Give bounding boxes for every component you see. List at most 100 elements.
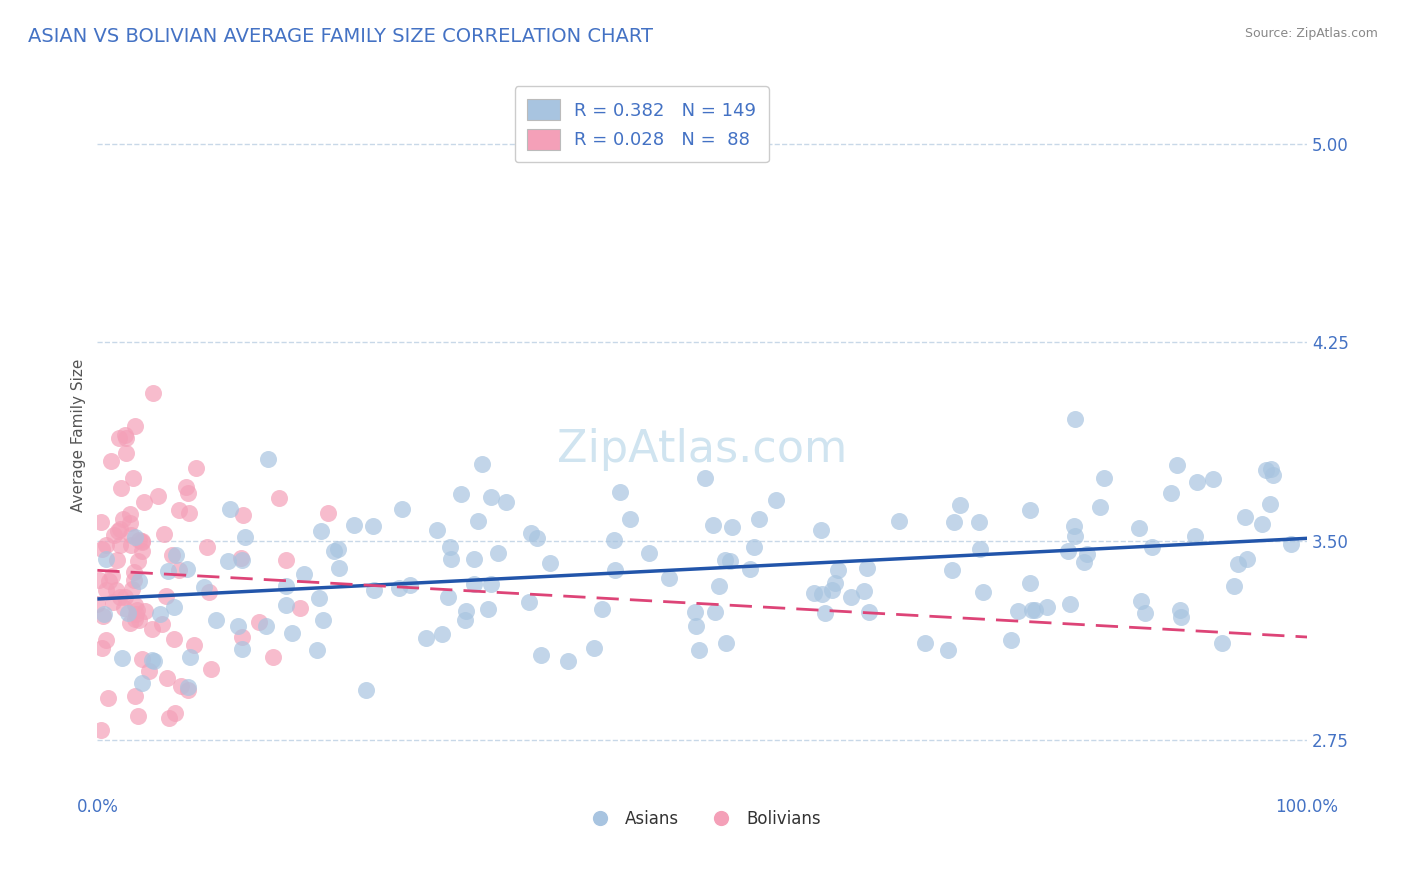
Point [197,540,219,554]
Point [430,627,453,641]
Point [131,543,153,558]
Point [972,585,994,599]
Point [281,626,304,640]
Point [688,643,710,657]
Point [163,632,186,646]
Point [98,574,121,588]
Point [125,607,148,622]
Point [167,502,190,516]
Point [150,616,173,631]
Point [1184,528,1206,542]
Point [810,523,832,537]
Point [1234,509,1257,524]
Point [1056,544,1078,558]
Point [131,652,153,666]
Point [247,615,270,629]
Point [1140,540,1163,554]
Point [93,607,115,621]
Point [1168,603,1191,617]
Point [124,530,146,544]
Point [108,431,131,445]
Point [122,565,145,579]
Point [179,649,201,664]
Point [1007,604,1029,618]
Point [1059,597,1081,611]
Point [141,653,163,667]
Point [105,582,128,597]
Point [1088,500,1111,514]
Point [308,591,330,606]
Point [87,573,110,587]
Point [704,605,727,619]
Point [721,520,744,534]
Point [217,554,239,568]
Point [254,618,277,632]
Point [177,683,200,698]
Point [267,491,290,505]
Point [149,607,172,621]
Point [134,604,156,618]
Point [591,602,613,616]
Point [1187,475,1209,490]
Legend: Asians, Bolivians: Asians, Bolivians [576,803,827,834]
Point [609,485,631,500]
Point [125,603,148,617]
Point [1063,519,1085,533]
Point [803,586,825,600]
Point [103,595,125,609]
Point [495,494,517,508]
Point [157,711,180,725]
Point [709,579,731,593]
Point [467,514,489,528]
Point [165,706,187,720]
Point [1160,485,1182,500]
Point [582,640,605,655]
Point [936,643,959,657]
Point [86,597,108,611]
Point [1201,472,1223,486]
Point [91,609,114,624]
Point [274,579,297,593]
Point [114,590,136,604]
Point [967,515,990,529]
Point [439,541,461,555]
Point [184,461,207,475]
Point [326,541,349,556]
Point [229,551,252,566]
Point [619,512,641,526]
Point [131,533,153,548]
Point [685,619,707,633]
Point [110,481,132,495]
Point [683,605,706,619]
Point [108,538,131,552]
Point [1254,463,1277,477]
Point [142,654,165,668]
Point [738,562,761,576]
Point [1279,537,1302,551]
Point [232,508,254,522]
Point [233,530,256,544]
Point [1211,636,1233,650]
Point [96,583,118,598]
Point [1166,458,1188,473]
Point [312,614,335,628]
Point [100,454,122,468]
Point [813,606,835,620]
Point [309,524,332,538]
Point [316,506,339,520]
Point [463,552,485,566]
Point [440,552,463,566]
Point [131,675,153,690]
Point [231,631,253,645]
Point [1076,547,1098,561]
Point [128,533,150,548]
Point [603,563,626,577]
Point [262,649,284,664]
Point [226,619,249,633]
Point [156,672,179,686]
Point [256,451,278,466]
Point [1227,557,1250,571]
Point [471,457,494,471]
Point [1258,497,1281,511]
Point [124,418,146,433]
